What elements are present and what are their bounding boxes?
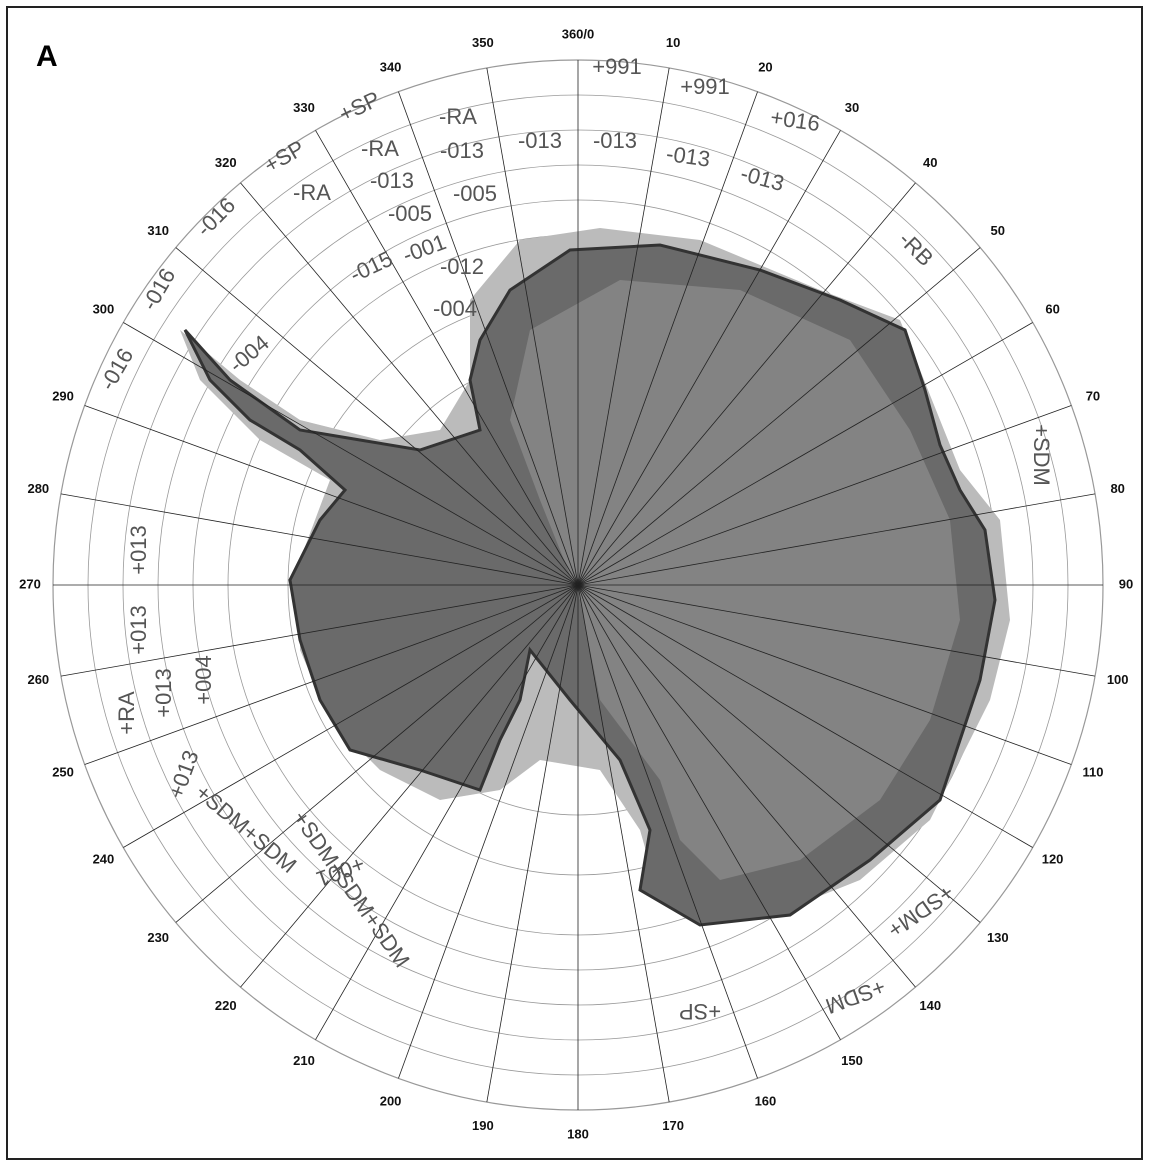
degree-label: 90 (1119, 576, 1133, 591)
degree-label: 40 (923, 155, 937, 170)
sector-annotation: +013 (151, 668, 176, 718)
degree-label: 230 (147, 930, 169, 945)
sector-annotation: -013 (440, 138, 484, 163)
degree-label: 170 (662, 1118, 684, 1133)
degree-label: 180 (567, 1126, 589, 1141)
degree-label: 60 (1045, 301, 1059, 316)
sector-annotation: -004 (433, 296, 477, 321)
sector-annotation: -013 (518, 128, 562, 153)
degree-label: 270 (19, 576, 41, 591)
sector-annotation: -012 (440, 254, 484, 279)
degree-label: 320 (215, 155, 237, 170)
degree-label: 130 (987, 930, 1009, 945)
degree-label: 70 (1086, 388, 1100, 403)
sector-annotation: -013 (370, 168, 414, 193)
sector-annotation: -RA (361, 136, 399, 161)
sector-annotation: +SP (679, 999, 721, 1024)
degree-label: 350 (472, 35, 494, 50)
sector-annotation: +RA (114, 691, 139, 735)
degree-label: 360/0 (562, 26, 595, 41)
sector-annotation: -013 (593, 128, 637, 153)
degree-label: 30 (845, 100, 859, 115)
sector-annotation: +991 (680, 74, 730, 99)
degree-label: 210 (293, 1053, 315, 1068)
degree-label: 240 (93, 851, 115, 866)
degree-label: 120 (1042, 851, 1064, 866)
degree-label: 290 (52, 388, 74, 403)
sector-annotation: +013 (126, 605, 151, 655)
degree-label: 260 (27, 672, 49, 687)
degree-label: 340 (380, 60, 402, 75)
sector-annotation: +004 (191, 655, 216, 705)
sector-annotation: +SDM (1029, 424, 1054, 486)
degree-label: 50 (991, 223, 1005, 238)
sector-annotation: -005 (453, 181, 497, 206)
degree-label: 20 (758, 60, 772, 75)
sector-annotation: -RA (439, 104, 477, 129)
degree-label: 110 (1082, 765, 1103, 780)
sector-annotation: +991 (592, 54, 642, 79)
sector-annotation: -005 (388, 201, 432, 226)
degree-label: 310 (147, 223, 169, 238)
degree-label: 80 (1110, 481, 1124, 496)
degree-label: 160 (755, 1093, 777, 1108)
degree-label: 100 (1107, 672, 1129, 687)
panel-label: A (36, 40, 58, 73)
degree-label: 190 (472, 1118, 494, 1133)
degree-label: 280 (27, 481, 49, 496)
degree-label: 200 (380, 1093, 402, 1108)
sector-annotation: +013 (126, 525, 151, 575)
degree-label: 150 (841, 1053, 863, 1068)
degree-label: 140 (919, 998, 941, 1013)
degree-label: 250 (52, 765, 74, 780)
degree-label: 330 (293, 100, 315, 115)
degree-label: 220 (215, 998, 237, 1013)
degree-label: 300 (93, 301, 115, 316)
degree-label: 10 (666, 35, 680, 50)
sector-annotation: -RA (293, 180, 331, 205)
map: 360/0 10 20 30 40 50 60 70 80 90 100 110 120 130 140 15… (0, 0, 1149, 1167)
